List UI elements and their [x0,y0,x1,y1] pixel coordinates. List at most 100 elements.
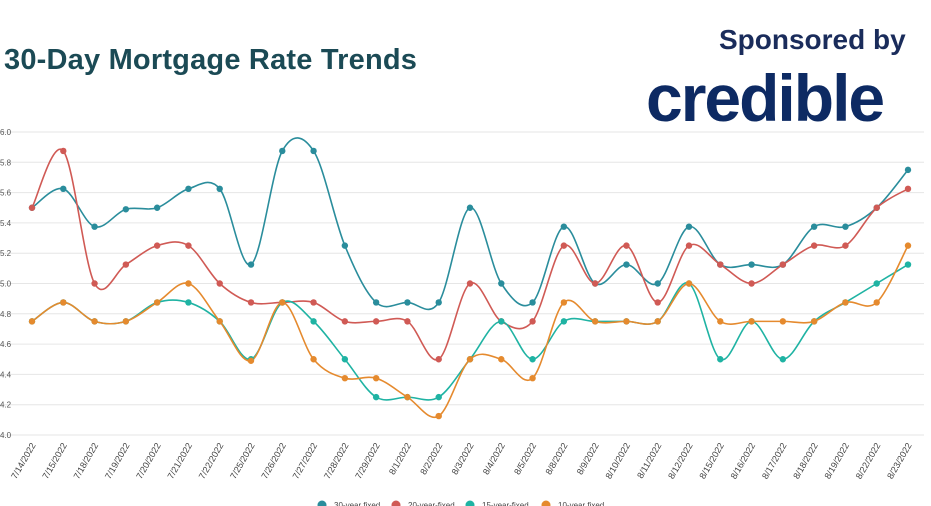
data-point [560,242,568,249]
data-point [404,393,411,401]
data-point [404,318,411,325]
x-tick-label: 7/15/2022 [40,441,69,481]
data-point [372,299,380,306]
chart-title: 30-Day Mortgage Rate Trends [4,44,418,76]
x-tick-label: 8/2/2022 [418,441,444,476]
data-point [122,261,130,268]
x-tick-label: 8/23/2022 [885,441,914,481]
data-point [904,185,912,193]
x-tick-label: 7/20/2022 [134,441,163,481]
data-point [435,299,442,306]
data-point [779,261,787,268]
data-point [60,185,67,193]
series-line [31,245,909,419]
y-tick-label: 5.6 [0,189,12,198]
data-point [529,374,536,382]
data-point [623,318,630,325]
data-point [153,204,161,211]
x-tick-label: 7/26/2022 [259,441,288,481]
data-point [560,223,568,230]
data-point [341,356,349,363]
data-point [91,223,98,230]
series-line [31,148,909,361]
data-point [498,356,505,363]
data-point [247,357,255,364]
x-tick-label: 8/9/2022 [575,441,601,476]
data-point [904,242,912,249]
legend-label: 30-year fixed [334,501,380,506]
x-tick-label: 8/11/2022 [635,441,663,480]
x-tick-label: 8/1/2022 [387,441,413,476]
series-lines [31,137,909,419]
data-point [654,280,661,287]
x-tick-label: 8/18/2022 [791,441,820,481]
y-tick-label: 4.6 [0,340,12,349]
y-axis: 4.0 4.2 4.4 4.6 4.8 5.0 5.2 5.4 5.6 5.8 6.0 [0,128,12,440]
data-point [685,223,693,230]
x-tick-label: 7/14/2022 [9,441,38,481]
legend-label: 20-year-fixed [408,501,455,506]
y-tick-label: 4.0 [0,431,12,440]
data-point [216,318,223,325]
x-tick-label: 8/3/2022 [450,441,476,476]
data-point [810,318,818,325]
data-point [623,242,630,249]
data-point [435,393,442,401]
data-point [341,374,349,382]
data-point [873,204,880,211]
x-tick-label: 7/22/2022 [197,441,226,481]
data-point [529,299,536,306]
x-tick-label: 7/28/2022 [322,441,351,481]
data-point [904,166,912,174]
y-tick-label: 5.2 [0,249,12,258]
x-tick-label: 8/5/2022 [512,441,538,476]
data-point [435,412,442,420]
data-point [372,318,380,325]
data-point [842,242,849,249]
legend-marker [541,500,551,506]
data-point [216,280,223,287]
legend: 30-year fixed 20-year-fixed 15-year-fixed 1… [317,500,604,506]
data-point [654,299,661,306]
data-point [153,242,161,249]
data-point [685,280,693,287]
data-point [216,185,223,193]
data-point [717,356,724,363]
x-tick-label: 8/16/2022 [729,441,758,481]
data-point [122,206,130,213]
data-point [560,299,568,306]
y-tick-label: 4.8 [0,310,12,319]
data-point [560,318,568,325]
data-point [842,299,849,306]
data-point [591,280,599,287]
x-tick-label: 7/25/2022 [228,441,257,481]
data-point [341,242,349,249]
data-point [372,393,380,401]
x-tick-label: 8/12/2022 [666,441,695,481]
x-tick-label: 8/8/2022 [543,441,569,476]
data-point [904,261,912,268]
legend-marker [317,500,327,506]
data-point [310,147,317,155]
x-tick-label: 7/27/2022 [291,441,320,481]
data-point [28,204,36,211]
data-point [310,318,317,325]
x-tick-label: 7/19/2022 [103,441,132,481]
data-point [529,356,536,363]
y-tick-label: 4.2 [0,401,12,410]
x-tick-label: 8/17/2022 [760,441,789,481]
legend-label: 15-year-fixed [482,501,529,506]
data-point [91,318,98,325]
y-tick-label: 5.8 [0,158,12,167]
data-point [873,299,880,306]
data-point [498,318,505,325]
y-tick-label: 5.0 [0,280,12,289]
data-point [654,318,661,325]
data-point [435,356,442,363]
data-point [717,318,724,325]
data-point [779,318,787,325]
data-point [466,204,474,211]
x-tick-label: 8/15/2022 [697,441,726,481]
data-point [404,299,411,306]
